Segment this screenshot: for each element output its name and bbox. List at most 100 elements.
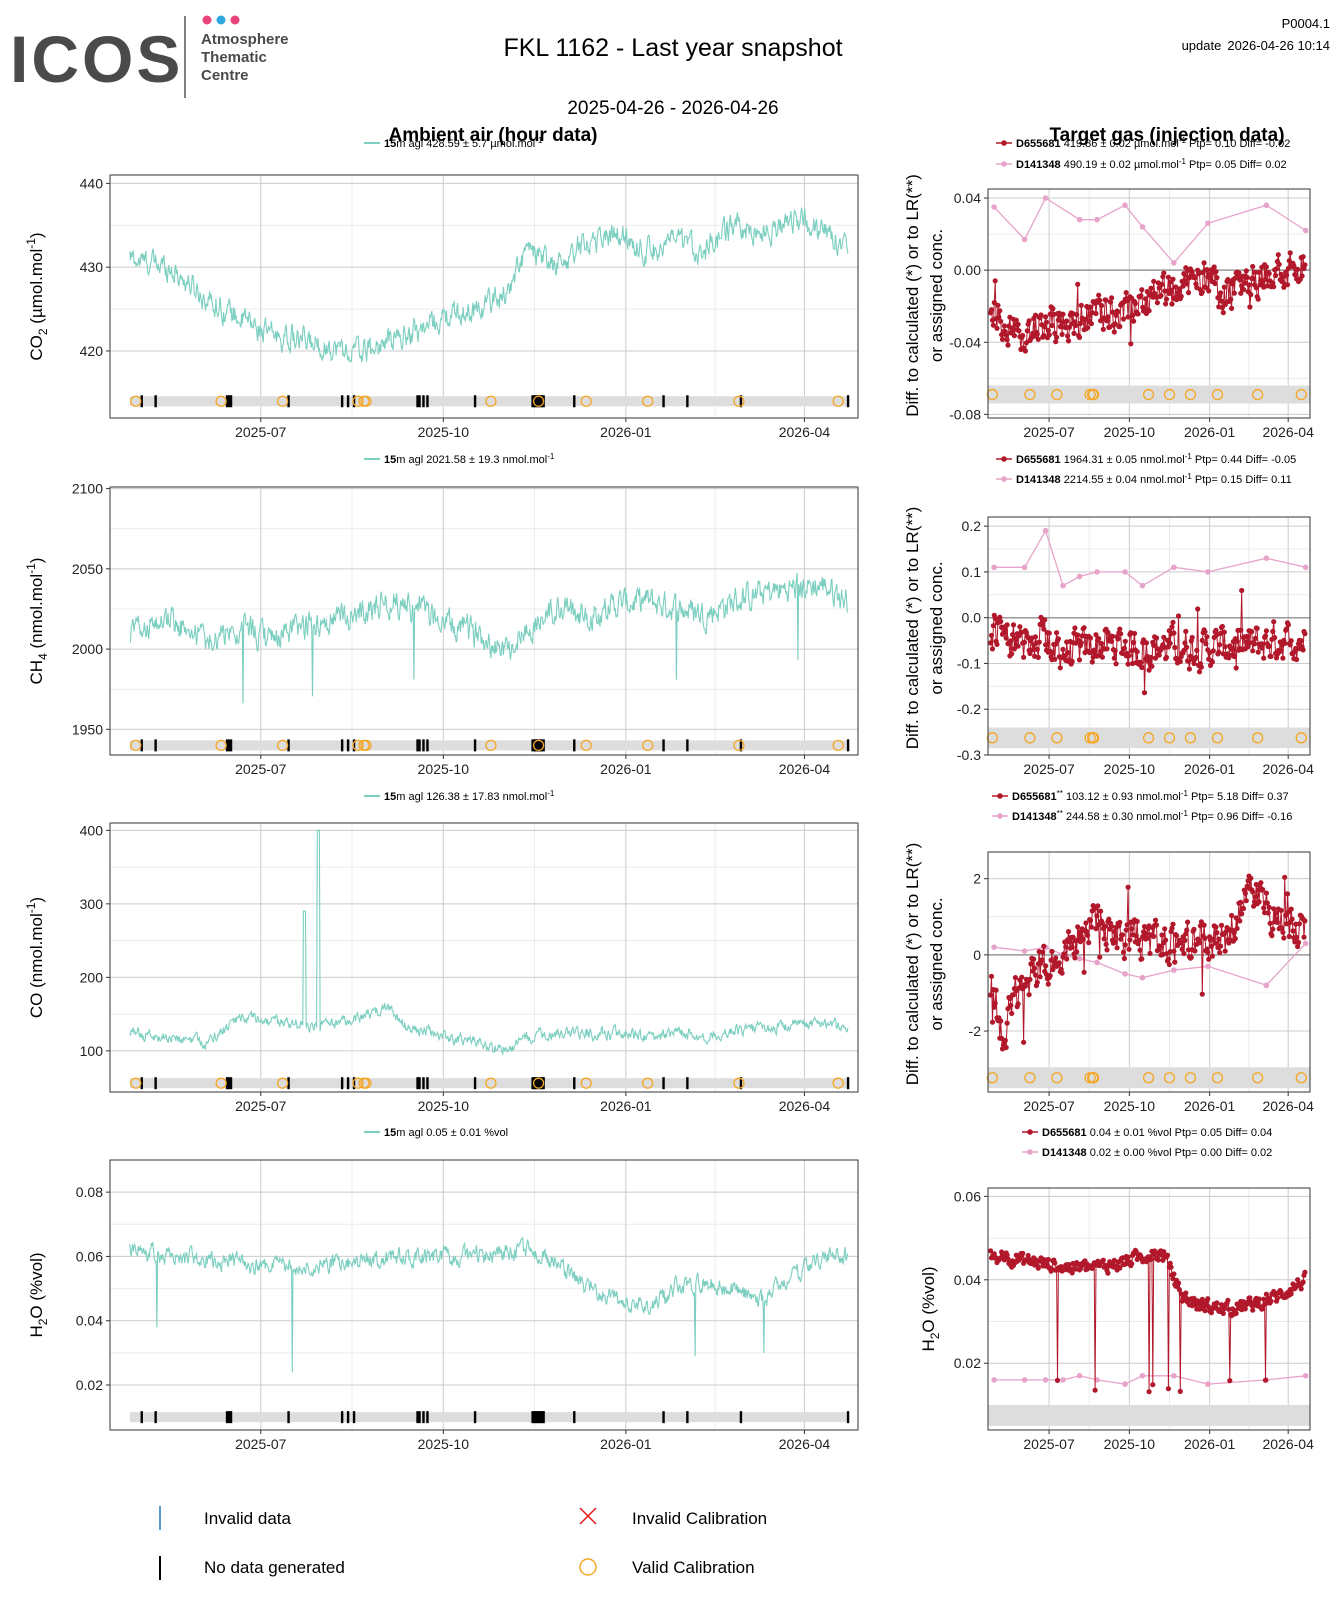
dark-series-point: [1208, 1310, 1214, 1316]
dark-series-point: [1196, 940, 1203, 946]
calibration-marker: [485, 395, 497, 407]
dark-series-point: [1137, 947, 1143, 953]
dark-series-point: [1290, 928, 1296, 934]
dark-series-point: [1072, 625, 1078, 631]
dark-series-point: [1009, 1010, 1015, 1017]
dark-series-point: [1121, 955, 1127, 962]
calibration-marker: [1024, 732, 1036, 744]
dark-series-point: [1259, 645, 1265, 651]
dark-series-point: [1088, 924, 1094, 930]
target-legend-entry: D141348 490.19 ± 0.02 µmol.mol-1 Ptp= 0.…: [996, 157, 1287, 171]
light-series-point: [1122, 971, 1128, 977]
dark-series-point: [1238, 899, 1244, 906]
no-data-marker: [739, 1077, 743, 1090]
dark-series-point: [1013, 317, 1019, 323]
light-series-point: [1076, 573, 1083, 580]
dark-series-point: [1077, 320, 1083, 327]
update-timestamp: update 2026-04-26 10:14: [1182, 38, 1330, 53]
dark-series-point: [1153, 635, 1160, 641]
dark-series-point: [1043, 963, 1049, 969]
no-data-marker: [340, 739, 344, 752]
dark-series-point: [1027, 976, 1033, 983]
dark-series-point: [1151, 278, 1157, 284]
no-data-label: No data generated: [204, 1558, 345, 1577]
x-tick-label: 2025-10: [1104, 761, 1156, 777]
target-legend-entry: D141348 0.02 ± 0.00 %vol Ptp= 0.00 Diff=…: [1022, 1147, 1272, 1159]
no-data-marker: [573, 1077, 576, 1090]
calibration-marker: [1211, 732, 1224, 744]
light-series-point: [1139, 974, 1146, 981]
no-data-marker: [573, 1411, 576, 1424]
dark-series-point: [1117, 323, 1123, 330]
dark-series-point: [991, 1004, 997, 1010]
dark-series-point: [1032, 972, 1039, 978]
x-tick-label: 2025-07: [235, 1098, 287, 1114]
y-tick-label: -0.3: [957, 747, 981, 763]
dark-series-point: [988, 992, 994, 998]
dark-series-point: [1208, 943, 1214, 949]
light-series-point: [1122, 569, 1128, 575]
dark-series-point: [1124, 922, 1130, 928]
dark-series-point: [1104, 947, 1110, 953]
dark-series-point: [1260, 641, 1266, 647]
no-data-marker: [140, 739, 143, 752]
no-data-marker: [739, 739, 743, 752]
calibration-marker: [1184, 732, 1197, 744]
target-status-band: [988, 385, 1310, 404]
dark-series-point: [1042, 324, 1048, 330]
panel-border: [109, 1159, 859, 1431]
calibration-marker: [1087, 732, 1100, 744]
dark-series-point: [1183, 1290, 1189, 1296]
dark-series-point: [1030, 647, 1036, 653]
dark-series-point: [1138, 293, 1144, 299]
dark-series-point: [1239, 911, 1245, 917]
dark-series-point: [1060, 311, 1066, 317]
dark-series-point: [1188, 954, 1194, 961]
dark-series-point: [1146, 667, 1152, 673]
panel-border: [987, 188, 1311, 419]
dark-series-point: [1236, 270, 1242, 276]
no-data-marker: [533, 1077, 537, 1090]
dark-series-point: [1093, 632, 1099, 638]
dark-series-point: [1086, 940, 1092, 946]
no-data-marker: [418, 1077, 421, 1090]
light-series-point: [1042, 195, 1049, 201]
dark-series-point: [1148, 285, 1154, 291]
x-tick-label: 2026-01: [1184, 761, 1236, 777]
light-series-point: [1021, 948, 1028, 954]
dark-series-point: [1100, 326, 1106, 332]
x-tick-label: 2026-01: [1184, 1436, 1236, 1452]
dark-series-point: [1118, 631, 1124, 637]
dark-series-point: [1106, 916, 1112, 922]
dark-series-point: [1052, 1260, 1058, 1266]
no-data-marker: [846, 395, 850, 408]
y-tick-label: 1950: [72, 721, 103, 737]
dark-series-point: [1035, 654, 1041, 661]
dark-series-point: [1266, 904, 1272, 910]
dark-series-point: [1176, 1287, 1182, 1293]
dark-series-point: [1248, 875, 1254, 881]
dark-series-point: [1214, 1300, 1220, 1306]
dark-series-point: [1213, 627, 1219, 633]
calibration-marker: [1142, 732, 1155, 744]
calibration-marker: [986, 1072, 999, 1084]
dark-series-point: [1050, 650, 1056, 656]
dark-series-point: [1052, 330, 1058, 336]
no-data-marker: [686, 1411, 689, 1424]
dark-series-point: [1184, 644, 1190, 650]
dark-series-point: [1280, 929, 1286, 935]
light-series-point: [1139, 582, 1146, 589]
no-data-marker: [352, 1411, 356, 1424]
calibration-marker: [1024, 388, 1036, 401]
dark-series-point: [1242, 890, 1248, 896]
dark-series-point: [1270, 926, 1276, 932]
logo-dot-red: [230, 15, 240, 25]
logo-sub-line-1: Atmosphere: [201, 31, 289, 48]
no-data-marker: [846, 1077, 850, 1090]
dark-series-point: [1165, 274, 1171, 280]
dark-series-point: [1288, 906, 1294, 912]
no-data-marker: [539, 395, 543, 408]
dark-series-point: [1035, 336, 1041, 342]
dark-series-point: [1253, 285, 1259, 291]
dark-series-point: [1111, 928, 1117, 935]
